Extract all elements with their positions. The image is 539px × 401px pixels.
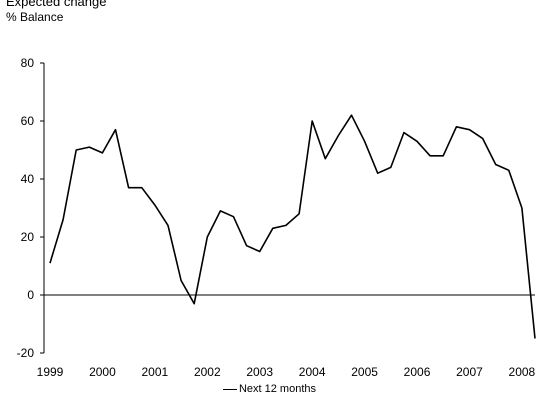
x-tick-label: 2007 bbox=[456, 365, 483, 379]
legend: Next 12 months bbox=[0, 383, 539, 395]
y-tick-label: 20 bbox=[21, 230, 35, 244]
x-tick-label: 2001 bbox=[142, 365, 169, 379]
chart-title-partial: Expected change bbox=[6, 0, 107, 9]
x-tick-label: 2004 bbox=[299, 365, 326, 379]
legend-label: Next 12 months bbox=[238, 383, 317, 395]
y-tick-label: 40 bbox=[21, 172, 35, 186]
y-axis-label: % Balance bbox=[6, 10, 64, 24]
x-tick-label: 2006 bbox=[404, 365, 431, 379]
y-tick-label: 60 bbox=[21, 114, 35, 128]
y-tick-label: 80 bbox=[21, 56, 35, 70]
x-tick-label: 2002 bbox=[194, 365, 221, 379]
y-tick-label: 0 bbox=[27, 288, 34, 302]
x-tick-label: 2008 bbox=[509, 365, 536, 379]
x-tick-label: 1999 bbox=[37, 365, 64, 379]
x-tick-label: 2005 bbox=[351, 365, 378, 379]
x-tick-label: 2003 bbox=[246, 365, 273, 379]
legend-swatch bbox=[222, 388, 237, 390]
x-tick-label: 2000 bbox=[89, 365, 116, 379]
series-line bbox=[49, 114, 536, 339]
y-tick-label: -20 bbox=[17, 346, 35, 360]
